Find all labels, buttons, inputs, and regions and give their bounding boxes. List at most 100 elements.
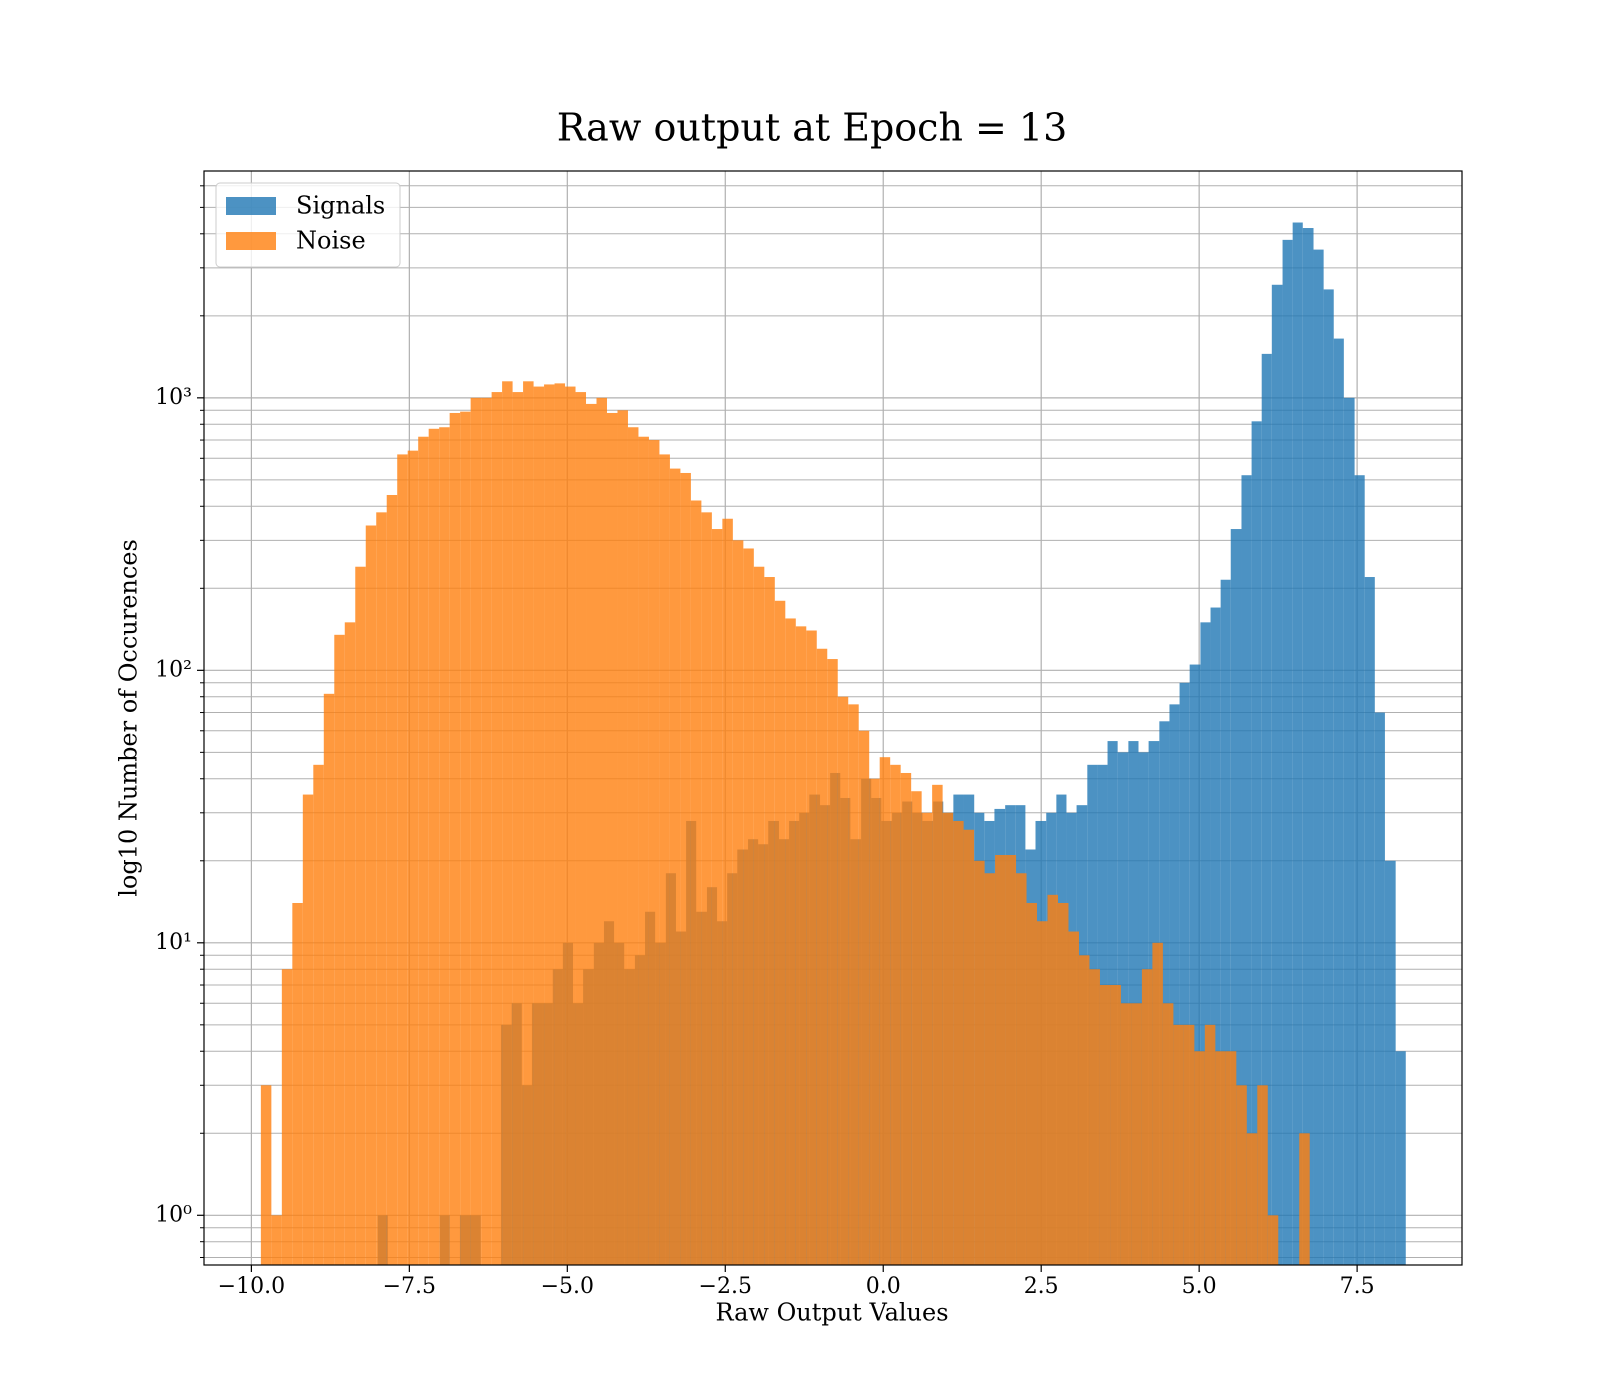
histogram-bar [1183,1024,1195,1265]
histogram-bar [1354,475,1365,1265]
histogram-bar [953,820,964,1265]
histogram-bar [1374,712,1385,1265]
histogram-bar [596,397,607,1265]
y-tick-label: 10³ [155,385,192,410]
histogram-bar [1141,969,1153,1265]
histogram-bar [1323,289,1334,1265]
histogram-bar [764,577,775,1265]
histogram-bar [1282,239,1293,1265]
histogram-bar [586,403,597,1265]
histogram-bar [344,622,356,1265]
histogram-bar [512,392,524,1265]
histogram-bar [1343,397,1355,1265]
histogram-bar [1152,942,1163,1265]
histogram-bar [334,634,345,1265]
histogram-bar [386,494,398,1265]
histogram-bar [732,540,744,1265]
histogram-bar [1016,873,1027,1265]
histogram-bar [439,427,450,1266]
histogram-bar [428,428,440,1265]
histogram-bar [774,600,786,1265]
histogram-bar [292,902,303,1265]
histogram-bar [1179,682,1190,1265]
histogram-bar [669,468,681,1266]
histogram-bar [1005,855,1017,1265]
histogram-bar [1159,721,1170,1265]
histogram-bar [1057,902,1069,1265]
x-tick-label: −5.0 [541,1274,594,1299]
histogram-bar [1384,860,1396,1265]
histogram-bar [460,411,471,1265]
histogram-bar [795,626,807,1265]
x-tick-label: −2.5 [699,1274,752,1299]
histogram-bar [701,512,712,1265]
x-tick-label: 2.5 [1024,1274,1059,1299]
histogram-bar [1068,931,1079,1265]
histogram-bar [638,436,649,1266]
histogram-bar [1026,902,1038,1265]
histogram-bar [1220,579,1231,1265]
histogram-bar [1120,1003,1132,1265]
histogram-bar [502,381,513,1265]
histogram-bar [785,618,796,1265]
histogram-bar [890,764,901,1265]
histogram-bar [617,410,628,1265]
histogram-bar [1169,704,1180,1265]
histogram-bar [1200,622,1211,1265]
histogram-bar [932,784,943,1265]
histogram-bar [606,412,618,1265]
histogram-bar [942,812,954,1265]
histogram-bar [806,630,817,1265]
histogram-bar [418,436,429,1266]
histogram-bar [1215,1051,1226,1265]
histogram-bar [1210,607,1221,1265]
histogram-bar [544,384,555,1265]
histogram-bar [827,659,838,1265]
histogram-bar [1110,985,1121,1265]
histogram-bar [1037,921,1048,1265]
histogram-bar [753,566,765,1265]
histogram-bar [1261,353,1272,1265]
histogram-bar [690,500,702,1265]
histogram-bar [355,566,366,1265]
histogram-bar [900,772,912,1265]
histogram-bar [1078,955,1090,1265]
histogram-bar [963,829,975,1265]
legend-swatch [226,197,276,215]
histogram-bar [565,386,576,1266]
histogram-bar [1292,222,1303,1266]
histogram-bar [974,860,985,1265]
histogram-bar [1251,421,1262,1266]
histogram-bar [1241,475,1252,1265]
histogram-bar [1364,577,1375,1265]
histogram-bar [995,855,1006,1265]
bars [260,222,1406,1266]
legend: Signals Noise [215,182,401,268]
histogram-bar [848,704,859,1265]
histogram-bar [1236,1085,1247,1265]
histogram-bar [407,450,419,1265]
histogram-bar [302,794,314,1265]
histogram-bar [1189,664,1201,1265]
histogram-bar [397,454,408,1265]
x-tick-label: 5.0 [1182,1274,1217,1299]
x-tick-label: 0.0 [866,1274,901,1299]
histogram-bar [1173,1024,1184,1265]
histogram-bar [1333,338,1344,1265]
histogram-bar [680,472,691,1265]
histogram-bar [858,730,870,1265]
histogram-bar [491,392,503,1265]
histogram-bar [481,397,492,1265]
histogram-bar [648,440,660,1265]
histogram-bar [1230,529,1242,1265]
histogram-bar [837,696,849,1265]
axes: 10⁰ 10¹ 10² 10³ −10.0 −7.5 −5.0 −2.5 0.0 2.5 5.0 7.… [155,170,1463,1299]
histogram-bar [313,764,324,1265]
histogram-bar [879,757,891,1265]
histogram-bar [1162,1003,1174,1265]
plot-frame [203,170,1463,1266]
histogram-bar [1267,1215,1279,1265]
histogram-bar [659,454,670,1265]
histogram-bar [984,873,996,1265]
x-tick-label: −7.5 [383,1274,436,1299]
